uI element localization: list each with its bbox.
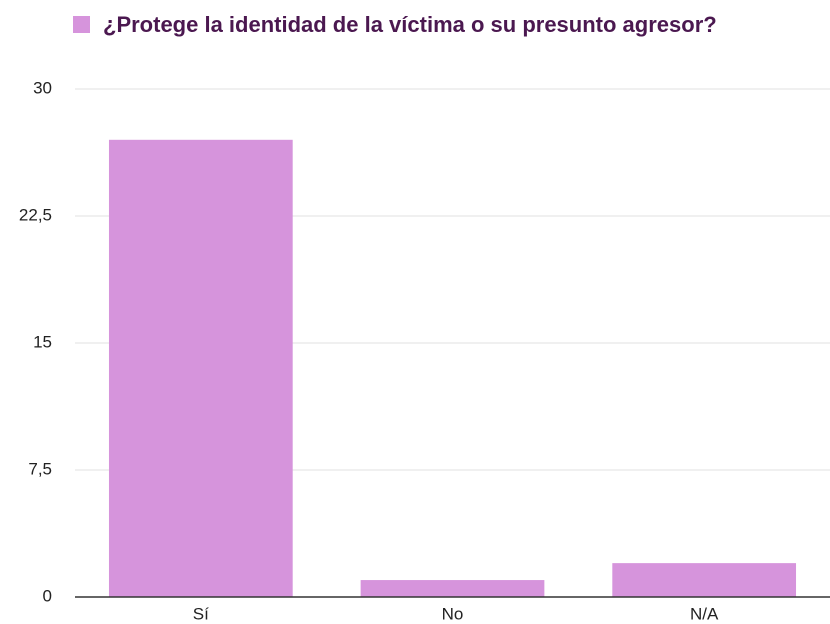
legend-swatch bbox=[73, 16, 90, 33]
y-tick-label: 15 bbox=[33, 332, 52, 351]
bar bbox=[108, 139, 293, 598]
x-tick-label: N/A bbox=[690, 604, 719, 623]
x-tick-label: No bbox=[442, 604, 464, 623]
bar bbox=[360, 580, 545, 597]
bar bbox=[612, 563, 797, 597]
legend-label: ¿Protege la identidad de la víctima o su… bbox=[103, 12, 717, 37]
y-tick-label: 7,5 bbox=[28, 459, 52, 478]
y-tick-label: 30 bbox=[33, 78, 52, 97]
y-tick-label: 0 bbox=[43, 586, 52, 605]
x-tick-label: Sí bbox=[193, 604, 209, 623]
y-tick-label: 22,5 bbox=[19, 205, 52, 224]
